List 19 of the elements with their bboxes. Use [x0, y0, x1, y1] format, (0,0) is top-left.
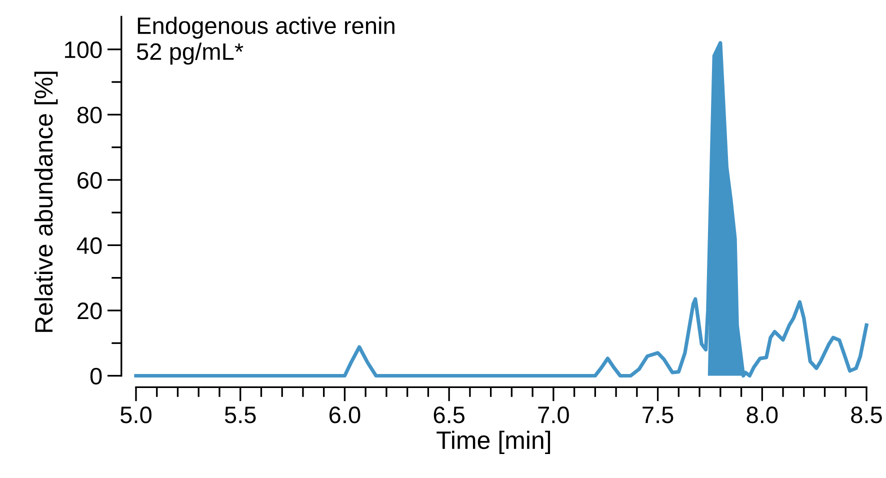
- x-tick-label: 5.0: [120, 406, 152, 424]
- annotation: Endogenous active renin: [138, 16, 394, 39]
- annotation: 52 pg/mL*: [136, 42, 244, 65]
- x-tick-label: 5.5: [224, 406, 256, 424]
- x-tick-label: 6.5: [434, 406, 464, 424]
- line-series: [134, 41, 868, 378]
- x-tick-label: 7.5: [642, 406, 674, 424]
- y-tick-label: 60: [78, 172, 102, 189]
- y-axis-title: Relative abundance [%]: [34, 72, 58, 332]
- y-tick-label: 20: [78, 302, 102, 320]
- x-tick-label: 8.0: [746, 406, 778, 424]
- x-axis-title: Time [min]: [436, 430, 550, 454]
- y-tick-label: 40: [76, 237, 102, 254]
- y-tick-label: 0: [90, 368, 102, 385]
- x-tick-label: 6.0: [330, 406, 360, 424]
- x-tick-label: 8.5: [851, 406, 882, 424]
- x-tick-label: 7.0: [538, 406, 569, 424]
- y-tick-label: 100: [65, 41, 102, 58]
- y-tick-label: 80: [77, 106, 102, 124]
